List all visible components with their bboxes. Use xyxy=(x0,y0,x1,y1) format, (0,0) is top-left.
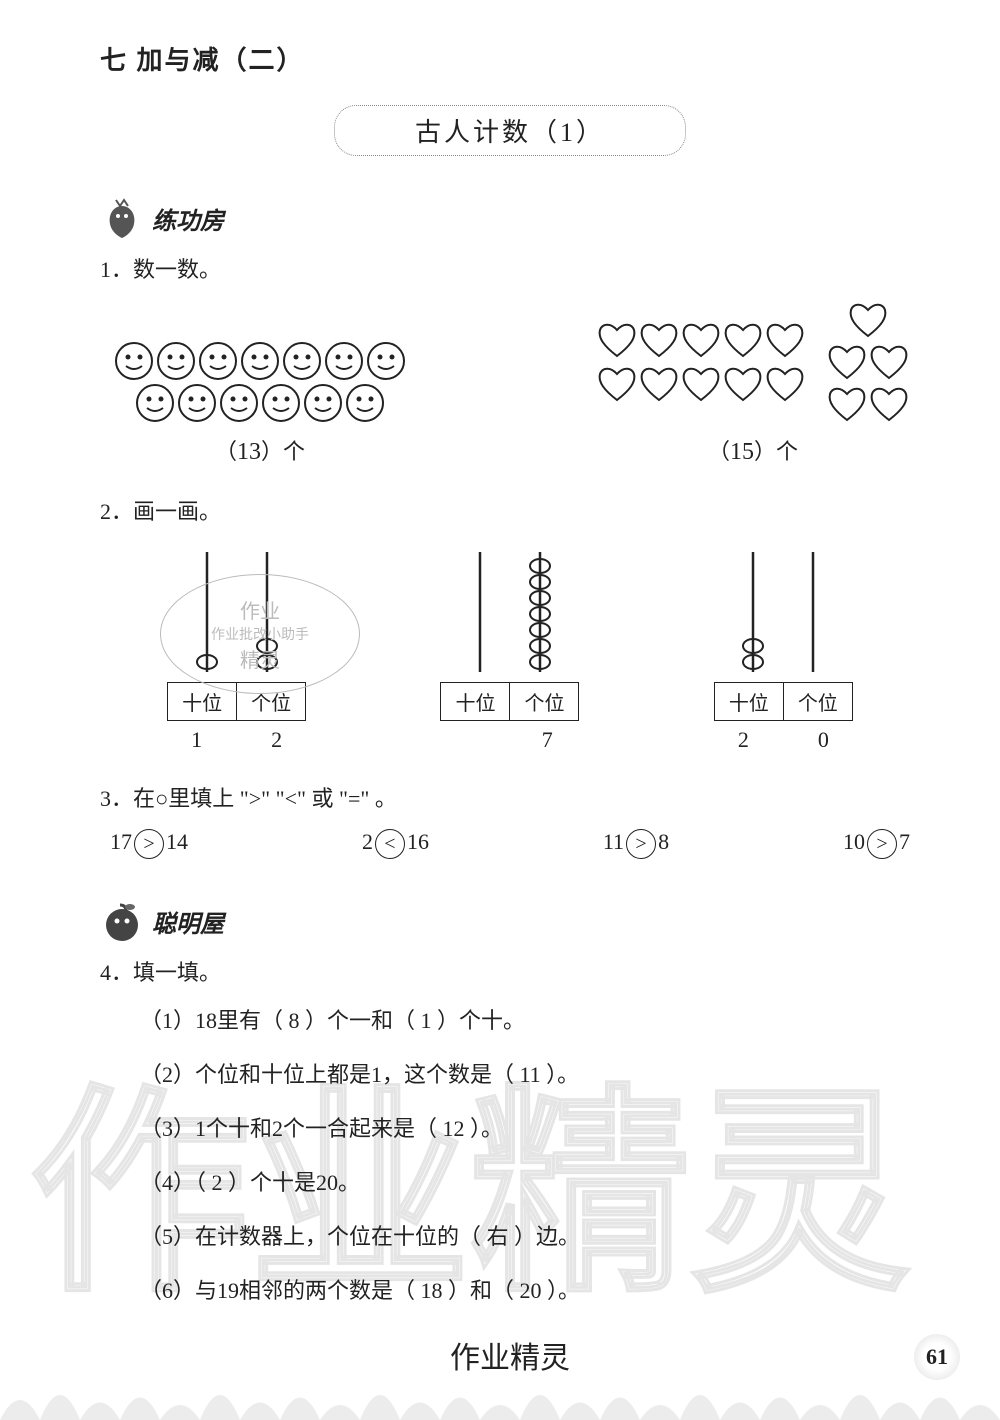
q2-prompt: 2．画一画。 xyxy=(100,494,920,526)
hearts-grid xyxy=(596,320,806,404)
fill-item: （1）18里有（ 8 ）个一和（ 1 ）个十。 xyxy=(140,1003,920,1035)
abacus-row: 十位 个位 1 2 十位 个位 7 十位 个位 2 0 xyxy=(100,542,920,753)
ones-num: 7 xyxy=(542,727,553,753)
compare-answer: > xyxy=(867,829,897,859)
fill-item: （2）个位和十位上都是1，这个数是（ 11 ）。 xyxy=(140,1057,920,1089)
section-practice-label: 练功房 xyxy=(152,201,224,236)
chapter-title: 七 加与减（二） xyxy=(100,40,920,77)
q1-right-label: （15）个 xyxy=(708,434,798,466)
q1-left-group: （13）个 xyxy=(110,340,410,466)
compare-row: 17>14 2<16 11>8 10>7 xyxy=(100,829,920,859)
question-1: 1．数一数。 （13）个 （15）个 xyxy=(100,252,920,466)
unit-text: 个 xyxy=(283,439,305,464)
ones-num: 2 xyxy=(271,727,282,753)
tens-label: 十位 xyxy=(168,683,237,720)
abacus-labels: 十位 个位 xyxy=(714,682,853,721)
compare-item: 2<16 xyxy=(362,829,429,859)
abacus-numbers: 2 0 xyxy=(703,727,863,753)
section-smart-label: 聪明屋 xyxy=(152,904,224,939)
section-smart-header: 聪明屋 xyxy=(100,899,920,943)
fill-item: （5）在计数器上，个位在十位的（ 右 ）边。 xyxy=(140,1219,920,1251)
question-4: 4．填一填。 （1）18里有（ 8 ）个一和（ 1 ）个十。 （2）个位和十位上都… xyxy=(100,955,920,1305)
compare-answer: > xyxy=(134,829,164,859)
q1-left-answer: 13 xyxy=(237,439,261,465)
compare-answer: < xyxy=(375,829,405,859)
q1-left-label: （13）个 xyxy=(215,434,305,466)
unit-text-2: 个 xyxy=(776,439,798,464)
ones-label: 个位 xyxy=(237,683,305,720)
q4-prompt: 4．填一填。 xyxy=(100,955,920,987)
question-2: 2．画一画。 十位 个位 1 2 十位 个位 7 十位 个位 xyxy=(100,494,920,753)
abacus-numbers: 1 2 xyxy=(157,727,317,753)
abacus-unit: 十位 个位 7 xyxy=(430,542,590,753)
hearts-side xyxy=(826,300,910,424)
abacus-labels: 十位 个位 xyxy=(440,682,579,721)
footer-handwriting: 作业精灵 xyxy=(100,1333,920,1377)
compare-item: 10>7 xyxy=(843,829,910,859)
compare-item: 17>14 xyxy=(110,829,188,859)
lesson-title-wrap: 古人计数（1） xyxy=(100,105,920,156)
q1-right-answer: 15 xyxy=(730,439,754,465)
fill-item: （3）1个十和2个一合起来是（ 12 ）。 xyxy=(140,1111,920,1143)
q4-list: （1）18里有（ 8 ）个一和（ 1 ）个十。 （2）个位和十位上都是1，这个数是… xyxy=(100,1003,920,1305)
hearts-wrap xyxy=(596,300,910,424)
tens-num: 2 xyxy=(738,727,749,753)
tens-num: 1 xyxy=(191,727,202,753)
q3-prompt: 3．在○里填上 ">" "<" 或 "=" 。 xyxy=(100,781,920,813)
ones-label: 个位 xyxy=(510,683,578,720)
tens-label: 十位 xyxy=(441,683,510,720)
abacus-labels: 十位 个位 xyxy=(167,682,306,721)
abacus-unit: 十位 个位 2 0 xyxy=(703,542,863,753)
page-number: 61 xyxy=(914,1334,960,1380)
question-3: 3．在○里填上 ">" "<" 或 "=" 。 17>14 2<16 11>8 10>… xyxy=(100,781,920,859)
strawberry-icon xyxy=(100,196,144,240)
ones-num: 0 xyxy=(818,727,829,753)
tens-label: 十位 xyxy=(715,683,784,720)
section-practice-header: 练功房 xyxy=(100,196,920,240)
abacus-unit: 十位 个位 1 2 xyxy=(157,542,317,753)
ones-label: 个位 xyxy=(784,683,852,720)
fill-item: （6）与19相邻的两个数是（ 18 ）和（ 20 ）。 xyxy=(140,1273,920,1305)
lesson-title: 古人计数（1） xyxy=(334,105,686,156)
compare-item: 11>8 xyxy=(603,829,669,859)
fill-item: （4）（ 2 ）个十是20。 xyxy=(140,1165,920,1197)
q1-prompt: 1．数一数。 xyxy=(100,252,920,284)
compare-answer: > xyxy=(626,829,656,859)
smiley-faces xyxy=(110,340,410,424)
apple-icon xyxy=(100,899,144,943)
q1-right-group: （15）个 xyxy=(596,300,910,466)
abacus-numbers: 7 xyxy=(430,727,590,753)
